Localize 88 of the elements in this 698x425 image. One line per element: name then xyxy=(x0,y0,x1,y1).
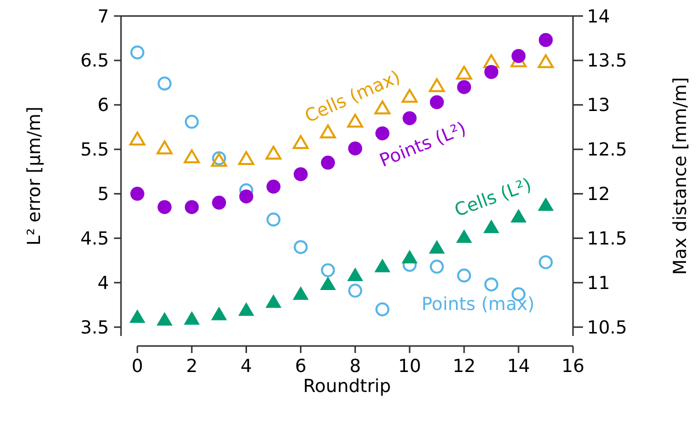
point xyxy=(348,141,362,156)
point xyxy=(266,212,280,227)
point xyxy=(156,140,173,154)
point xyxy=(512,49,526,63)
x-tick-label: 14 xyxy=(507,356,530,377)
y2-tick-label: 11 xyxy=(587,272,610,294)
point xyxy=(266,180,280,194)
point xyxy=(457,80,472,94)
point xyxy=(265,294,282,308)
point xyxy=(158,76,172,91)
y2-tick-label: 11.5 xyxy=(587,228,628,250)
point xyxy=(428,78,445,92)
y-tick-label: 5 xyxy=(98,184,109,206)
x-tick-label: 16 xyxy=(562,356,584,377)
point xyxy=(238,302,254,316)
point xyxy=(294,240,308,254)
point xyxy=(129,132,146,146)
point xyxy=(402,88,418,103)
y2-tick-label: 12 xyxy=(587,184,610,206)
point xyxy=(375,126,390,140)
point xyxy=(347,114,364,128)
point xyxy=(402,111,417,126)
point xyxy=(538,197,554,211)
point xyxy=(456,66,472,80)
y-tick-label: 4.5 xyxy=(80,228,109,250)
point xyxy=(130,186,144,201)
x-tick-label: 2 xyxy=(186,356,198,377)
y2-tick-label: 10.5 xyxy=(587,317,628,338)
point xyxy=(320,124,336,138)
point xyxy=(402,250,418,264)
x-tick-label: 8 xyxy=(349,356,361,377)
point xyxy=(156,312,173,326)
x-tick-label: 4 xyxy=(240,356,252,377)
point xyxy=(292,135,309,150)
point xyxy=(484,277,498,292)
point xyxy=(484,65,498,79)
x-tick-label: 10 xyxy=(398,356,422,377)
y2-tick-label: 12.5 xyxy=(587,140,628,161)
point xyxy=(320,263,335,278)
x-axis-title: Roundtrip xyxy=(303,376,391,397)
point xyxy=(292,286,309,300)
y-tick-label: 3.5 xyxy=(80,317,109,338)
point xyxy=(430,95,444,110)
x-tick-label: 12 xyxy=(452,356,476,377)
point xyxy=(483,54,500,68)
point xyxy=(265,146,282,160)
y2-tick-label: 13 xyxy=(587,95,610,116)
y2-axis-title: Max distance [mm/m] xyxy=(670,77,691,275)
point xyxy=(294,167,308,182)
y-tick-label: 6 xyxy=(98,95,109,116)
point xyxy=(348,284,362,298)
point xyxy=(129,309,146,323)
y-tick-label: 4 xyxy=(98,272,109,294)
point xyxy=(374,258,390,272)
point xyxy=(483,220,500,234)
point xyxy=(158,200,172,214)
point xyxy=(184,114,199,129)
point xyxy=(184,311,200,325)
text: Points (L²) xyxy=(376,118,470,172)
y2-tick-label: 13.5 xyxy=(587,50,628,72)
point xyxy=(347,268,364,282)
point xyxy=(538,33,553,47)
point xyxy=(375,302,390,316)
point xyxy=(538,54,554,68)
series-label: Points (max) xyxy=(421,294,535,315)
point xyxy=(457,268,472,283)
point xyxy=(184,149,200,164)
x-tick-label: 0 xyxy=(132,356,144,377)
y-axis-title: L² error [µm/m] xyxy=(24,106,45,246)
point xyxy=(212,196,226,210)
point xyxy=(239,189,254,204)
point xyxy=(238,151,254,166)
point xyxy=(184,200,199,214)
point xyxy=(456,229,472,243)
y2-tick-label: 14 xyxy=(587,6,610,28)
point xyxy=(510,208,527,222)
point xyxy=(320,156,335,170)
point xyxy=(430,260,444,274)
x-tick-label: 6 xyxy=(294,356,306,377)
y-tick-label: 5.5 xyxy=(80,140,109,161)
point xyxy=(320,276,336,290)
point xyxy=(211,306,228,320)
y-tick-label: 7 xyxy=(98,6,109,28)
point xyxy=(428,240,445,254)
point xyxy=(130,45,144,60)
point xyxy=(538,255,553,270)
y-tick-label: 6.5 xyxy=(80,50,109,72)
text: Cells (L²) xyxy=(452,174,534,222)
